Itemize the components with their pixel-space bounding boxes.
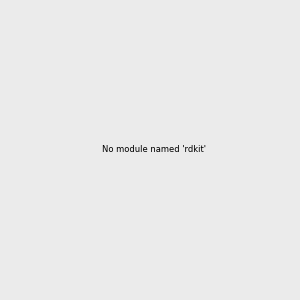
Text: No module named 'rdkit': No module named 'rdkit' bbox=[102, 145, 206, 154]
